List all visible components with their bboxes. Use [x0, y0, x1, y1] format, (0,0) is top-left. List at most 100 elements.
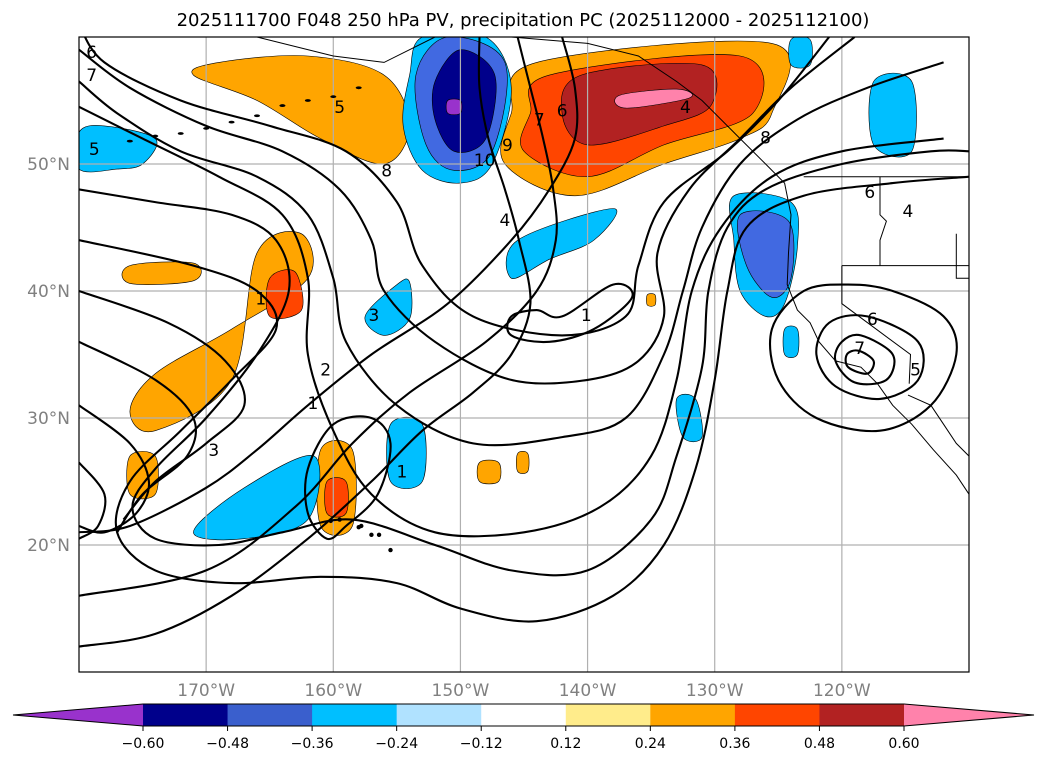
pv-contour-label: 6 [86, 43, 97, 63]
pv-contour-label-text: 7 [534, 111, 545, 131]
colorbar-tick-label: 0.36 [719, 736, 750, 752]
precip-region [431, 49, 497, 153]
colorbar-extend-high [904, 704, 1034, 726]
colorbar-tick-label: −0.60 [122, 736, 165, 752]
island [177, 132, 184, 135]
pv-contour-label-text: 6 [867, 310, 878, 330]
pv-contour-label-text: 1 [255, 290, 266, 310]
coastline [907, 394, 969, 457]
precip-region [265, 269, 304, 319]
pv-contour [833, 333, 896, 386]
pv-contour [79, 461, 107, 540]
pv-contour [506, 282, 634, 344]
colorbar-segment [565, 704, 651, 726]
pv-contour-label: 8 [381, 161, 392, 181]
pv-contour [79, 37, 558, 597]
pv-contour [79, 340, 198, 533]
pv-contour [769, 283, 958, 433]
pv-contour [79, 37, 579, 534]
precip-region [445, 98, 463, 116]
pv-contour [844, 349, 875, 375]
precipitation-pc-fill [79, 37, 917, 541]
island [254, 114, 260, 118]
longitude-labels: 170°W 160°W 150°W 140°W 130°W 120°W [177, 681, 871, 701]
precip-region [476, 459, 502, 485]
precip-region [516, 451, 530, 474]
island [359, 523, 364, 529]
pv-contour-label-text: 4 [500, 211, 511, 231]
colorbar-segment [734, 704, 820, 726]
pv-contour [815, 314, 925, 401]
pv-contour-label-text: 1 [581, 306, 592, 326]
colorbar-tick-label: 0.12 [550, 736, 581, 752]
pv-contour-label-text: 5 [910, 361, 921, 381]
pv-contour-label-text: 4 [680, 98, 691, 118]
island [376, 532, 382, 538]
colorbar-segment [650, 704, 736, 726]
pv-contour-label: 5 [910, 361, 921, 381]
precip-region [126, 451, 159, 500]
pv-contour-label-text: 6 [864, 183, 875, 203]
coastlines [126, 37, 969, 553]
lat-tick-label: 40°N [27, 282, 70, 302]
coastline [256, 37, 436, 63]
pv-contour-label-text: 2 [320, 361, 331, 381]
pv-contour-label: 3 [369, 306, 380, 326]
pv-contour-label: 4 [680, 98, 691, 118]
colorbar-segment [143, 704, 229, 726]
pv-contour-label: 5 [334, 98, 345, 118]
pv-contour-label-text: 7 [86, 66, 97, 86]
colorbar-tick-label: 0.48 [804, 736, 835, 752]
pv-contour [79, 105, 944, 538]
pv-contour-label: 5 [89, 140, 100, 160]
pv-contour-label: 6 [867, 310, 878, 330]
pv-contour-label-text: 6 [86, 43, 97, 63]
precip-region [737, 210, 795, 298]
colorbar-segment [227, 704, 313, 726]
colorbar-extend-low [13, 704, 143, 726]
precip-region [324, 477, 349, 518]
pv-contour-label-text: 5 [89, 140, 100, 160]
colorbar-tick-label: −0.12 [460, 736, 503, 752]
pv-contours [79, 37, 969, 648]
lat-tick-label: 50°N [27, 155, 70, 175]
pv-contour-label: 1 [255, 290, 266, 310]
pv-contour-label: 1 [581, 306, 592, 326]
pv-contour-label: 10 [474, 151, 496, 171]
coastline [879, 176, 887, 266]
pv-contour [79, 175, 969, 623]
colorbar-segment [819, 704, 905, 726]
pv-contour-label: 4 [500, 211, 511, 231]
pv-contour-label-text: 1 [397, 462, 408, 482]
colorbar-tick-label: 0.24 [635, 736, 666, 752]
pv-contour-label: 3 [208, 441, 219, 461]
precip-region [646, 293, 657, 307]
colorbar-segment [481, 704, 567, 726]
pv-contour [79, 61, 944, 447]
pv-contour [79, 37, 532, 648]
island [388, 547, 393, 553]
pv-contour [79, 149, 969, 577]
pv-contour-label: 8 [760, 128, 771, 148]
pv-contour-label-text: 4 [903, 202, 914, 222]
pv-contour-label-text: 3 [208, 441, 219, 461]
pv-contour-label: 6 [557, 102, 568, 122]
precip-region [505, 208, 618, 279]
island [126, 139, 133, 143]
pv-contour-label-text: 8 [760, 128, 771, 148]
pv-contour-label: 9 [502, 136, 513, 156]
coastline [955, 233, 969, 279]
colorbar-tick-label: −0.48 [206, 736, 249, 752]
lat-tick-label: 20°N [27, 536, 70, 556]
colorbar-segment [396, 704, 482, 726]
pv-contour-label: 2 [320, 361, 331, 381]
island [330, 95, 337, 99]
lon-tick-label: 170°W [177, 681, 235, 701]
map-frame [78, 36, 970, 673]
island [304, 99, 311, 102]
lon-tick-label: 140°W [559, 681, 617, 701]
pv-contour-label: 1 [308, 394, 319, 414]
gridlines [79, 37, 969, 672]
precip-region [782, 325, 800, 358]
